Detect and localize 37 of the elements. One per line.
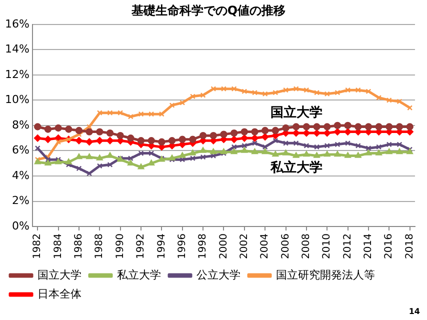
y-tick-label: 4% bbox=[12, 168, 30, 182]
x-tick-label: 1994 bbox=[156, 234, 168, 260]
y-tick-label: 6% bbox=[12, 144, 30, 157]
x-tick-label: 1990 bbox=[114, 234, 126, 260]
x-tick-label: 1988 bbox=[94, 234, 106, 260]
x-tick-label: 2000 bbox=[218, 234, 230, 260]
x-tick-label: 2004 bbox=[260, 234, 271, 260]
chart-title: 基礎生命科学でのQ値の推移 bbox=[130, 3, 286, 18]
x-tick-label: 2016 bbox=[384, 234, 395, 260]
x-tick-label: 1998 bbox=[198, 234, 209, 260]
x-tick-label: 2008 bbox=[301, 234, 312, 260]
x-tick-label: 2018 bbox=[404, 234, 416, 260]
legend-label: 国立研究開発法人等 bbox=[276, 268, 375, 282]
legend-label: 公立大学 bbox=[196, 268, 240, 282]
x-tick-label: 2002 bbox=[238, 234, 250, 260]
y-tick-label: 12% bbox=[4, 68, 30, 81]
x-tick-label: 2014 bbox=[363, 234, 374, 260]
y-tick-label: 14% bbox=[4, 42, 30, 56]
x-tick-label: 2006 bbox=[280, 234, 292, 260]
y-tick-label: 10% bbox=[4, 93, 30, 106]
annotation: 私立大学 bbox=[269, 159, 322, 176]
x-tick-label: 1986 bbox=[74, 234, 85, 260]
x-tick-label: 2010 bbox=[322, 234, 333, 260]
text: 14 bbox=[408, 307, 420, 316]
x-tick-label: 2012 bbox=[342, 234, 354, 260]
legend-label: 国立大学 bbox=[38, 268, 82, 282]
y-tick-label: 2% bbox=[12, 194, 30, 208]
y-tick-label: 8% bbox=[12, 118, 30, 132]
x-tick-label: 1996 bbox=[176, 234, 188, 260]
annotation: 国立大学 bbox=[270, 104, 322, 121]
x-tick-label: 1992 bbox=[136, 234, 147, 260]
x-tick-label: 1982 bbox=[32, 234, 44, 260]
legend-label: 私立大学 bbox=[117, 268, 161, 282]
legend-label: 日本全体 bbox=[38, 287, 82, 300]
y-tick-label: 0% bbox=[12, 219, 30, 232]
y-tick-label: 16% bbox=[4, 17, 30, 30]
x-tick-label: 1984 bbox=[52, 234, 64, 260]
